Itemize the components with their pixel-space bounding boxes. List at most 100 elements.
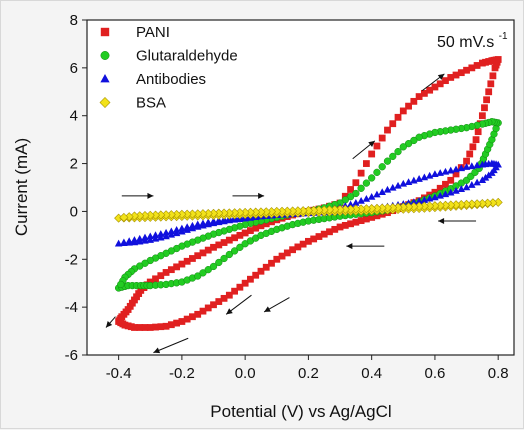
pani-point	[405, 102, 412, 110]
antibodies-point	[468, 162, 476, 170]
antibodies-point	[357, 196, 365, 204]
sweep-arrow-shaft	[153, 337, 189, 354]
pani-point	[162, 269, 170, 276]
antibodies-point	[447, 166, 455, 174]
pani-point	[373, 142, 381, 150]
sweep-arrow	[346, 243, 385, 250]
sweep-arrow-head	[438, 218, 445, 224]
glutaraldehyde-point	[368, 174, 376, 182]
sweep-arrow	[352, 140, 376, 160]
pani-point	[173, 319, 181, 327]
pani-point	[357, 169, 365, 177]
antibodies-point	[130, 236, 139, 243]
glutaraldehyde-point	[404, 139, 413, 148]
pani-point	[210, 243, 217, 251]
glutaraldehyde-point	[117, 280, 125, 289]
antibodies-point	[462, 183, 471, 191]
antibodies-point	[367, 192, 376, 200]
glutaraldehyde-point	[399, 143, 407, 151]
glutaraldehyde-point	[209, 262, 218, 271]
pani-point	[442, 180, 449, 188]
pani-point	[241, 229, 249, 237]
pani-point	[362, 160, 370, 167]
antibodies-point	[141, 233, 149, 241]
pani-point	[268, 259, 275, 267]
glutaraldehyde-point	[362, 179, 371, 187]
y-tick-label: 0	[70, 203, 78, 220]
glutaraldehyde-point	[225, 250, 233, 259]
pani-point	[215, 241, 223, 249]
pani-point	[368, 214, 376, 221]
pani-point	[473, 62, 481, 69]
pani-point	[167, 266, 175, 274]
pani-point	[262, 263, 270, 271]
pani-point	[225, 236, 233, 244]
pani-point	[183, 257, 191, 265]
pani-point	[257, 267, 265, 275]
legend-marker-bsa	[99, 97, 111, 108]
antibodies-point	[399, 179, 408, 187]
pani-point	[152, 275, 159, 283]
glutaraldehyde-point	[378, 163, 386, 171]
glutaraldehyde-point	[194, 272, 202, 280]
antibodies-point	[215, 216, 223, 224]
pani-point	[442, 77, 449, 85]
antibodies-point	[183, 223, 191, 231]
antibodies-point	[162, 228, 170, 236]
rate-annotation-main: 50 mV.s	[437, 34, 494, 51]
x-tick-label: -0.4	[106, 365, 132, 382]
pani-point	[136, 324, 144, 331]
pani-point	[389, 120, 397, 128]
legend: PANI Glutaraldehyde Antibodies BSA	[99, 24, 238, 112]
pani-point	[157, 272, 165, 280]
sweep-arrow-head	[346, 243, 353, 250]
pani-point	[189, 255, 196, 262]
pani-point	[310, 235, 318, 243]
bsa-point	[129, 211, 139, 221]
sweep-arrow-head	[105, 320, 113, 328]
glutaraldehyde-point	[410, 136, 418, 145]
pani-point	[483, 96, 490, 104]
sweep-arrow-head	[437, 73, 445, 80]
pani-point	[357, 217, 365, 225]
sweep-arrow-head	[147, 192, 154, 199]
pani-point	[487, 80, 495, 88]
pani-point	[252, 224, 260, 232]
pani-point	[289, 246, 296, 254]
pani-point	[463, 157, 470, 165]
pani-point	[173, 263, 181, 271]
pani-point	[305, 237, 312, 245]
pani-point	[474, 128, 482, 136]
y-tick-label: 6	[70, 60, 78, 77]
y-tick-label: -6	[65, 347, 78, 364]
pani-point	[420, 89, 428, 97]
glutaraldehyde-point	[215, 258, 223, 267]
pani-point	[341, 221, 349, 229]
antibodies-point	[378, 188, 386, 196]
antibodies-point	[389, 183, 397, 191]
antibodies-point	[193, 220, 202, 228]
legend-marker-pani	[100, 27, 110, 37]
sweep-arrow-head	[368, 140, 375, 147]
legend-label-pani: PANI	[136, 24, 170, 41]
pani-point	[236, 231, 244, 239]
pani-point	[231, 234, 239, 242]
bsa-point	[119, 212, 129, 222]
pani-point	[199, 249, 207, 257]
pani-point	[231, 287, 239, 295]
x-tick-label: 0.4	[361, 365, 382, 382]
pani-point	[320, 230, 328, 238]
antibodies-point	[146, 232, 154, 240]
pani-point	[485, 88, 493, 96]
antibodies-point	[415, 175, 423, 182]
pani-point	[478, 59, 486, 67]
antibodies-point	[436, 169, 444, 176]
pani-point	[436, 184, 444, 192]
pani-point	[315, 233, 323, 240]
pani-point	[152, 323, 159, 331]
pani-point	[194, 310, 202, 318]
pani-point	[466, 150, 474, 158]
antibodies-point	[172, 226, 181, 233]
pani-point	[247, 227, 254, 234]
pani-point	[347, 220, 354, 228]
